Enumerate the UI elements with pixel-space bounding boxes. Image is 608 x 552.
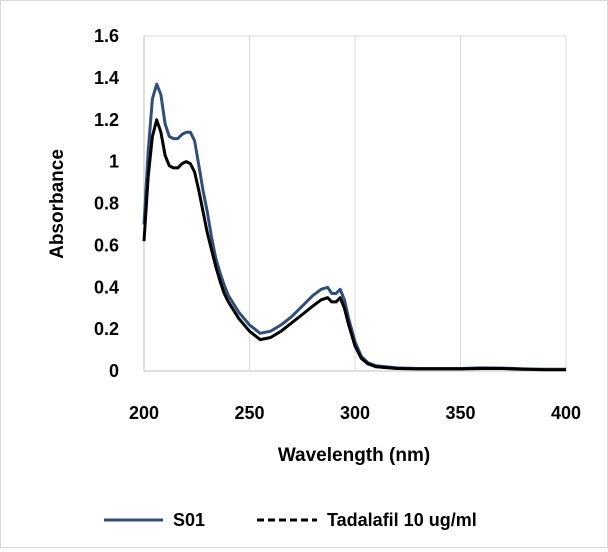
series-line-1 xyxy=(142,118,566,372)
y-tick-label: 1 xyxy=(109,152,119,172)
y-tick-label: 0.8 xyxy=(94,194,119,214)
y-tick-label: 1.6 xyxy=(94,26,119,46)
y-tick-label: 0 xyxy=(109,361,119,381)
x-axis-label: Wavelength (nm) xyxy=(278,445,430,466)
x-tick-label: 400 xyxy=(551,403,581,423)
y-tick-label: 0.4 xyxy=(94,277,119,297)
x-tick-label: 300 xyxy=(340,403,370,423)
x-tick-label: 250 xyxy=(234,403,264,423)
tick-label-layer: 0 0.2 0.4 0.6 0.8 1 1.2 1.4 1.6 200 250 300 350 400 xyxy=(94,26,581,423)
grid-layer xyxy=(144,35,567,371)
x-tick-label: 350 xyxy=(445,403,475,423)
x-tick-label: 200 xyxy=(129,403,159,423)
legend-label-s01: S01 xyxy=(173,510,205,530)
legend-label-tadalafil: Tadalafil 10 ug/ml xyxy=(327,510,477,530)
y-tick-label: 0.6 xyxy=(94,235,119,255)
series-layer xyxy=(142,82,566,372)
y-tick-label: 1.2 xyxy=(94,110,119,130)
y-tick-label: 1.4 xyxy=(94,68,119,88)
y-axis-label: Absorbance xyxy=(47,149,68,259)
legend: S01 Tadalafil 10 ug/ml xyxy=(104,510,477,530)
y-tick-label: 0.2 xyxy=(94,319,119,339)
